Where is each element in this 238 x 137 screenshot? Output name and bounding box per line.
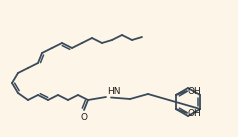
Text: OH: OH [188, 86, 202, 95]
Text: OH: OH [188, 109, 202, 118]
Text: O: O [80, 113, 88, 122]
Text: HN: HN [107, 86, 120, 95]
